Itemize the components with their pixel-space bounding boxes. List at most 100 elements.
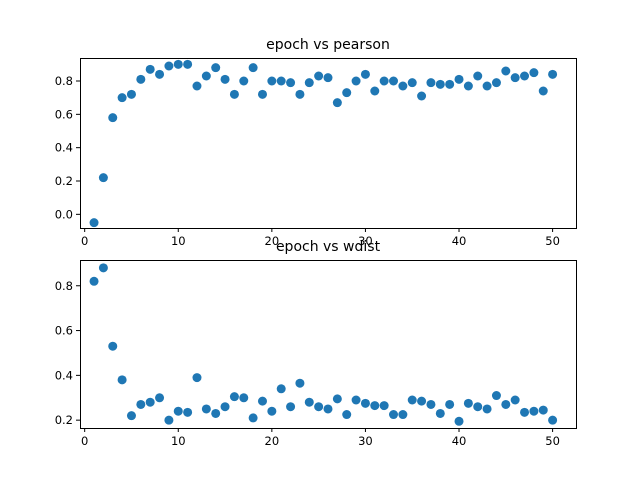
data-point — [342, 88, 352, 98]
data-point — [98, 263, 108, 273]
data-point — [267, 76, 277, 86]
data-points — [89, 59, 558, 228]
data-point — [520, 71, 530, 81]
data-point — [117, 93, 127, 103]
data-point — [407, 78, 417, 88]
data-point — [155, 69, 165, 79]
data-point — [108, 113, 118, 123]
data-point — [239, 393, 249, 403]
data-point — [239, 76, 249, 86]
y-tick-label: 0.4 — [55, 141, 73, 155]
data-point — [117, 375, 127, 385]
x-tick-label: 40 — [452, 234, 467, 248]
data-point — [482, 81, 492, 91]
data-point — [360, 398, 370, 408]
data-point — [473, 71, 483, 81]
data-point — [370, 86, 380, 96]
plot-title: epoch vs wdist — [276, 239, 381, 255]
data-point — [89, 276, 99, 286]
x-tick-label: 40 — [452, 434, 467, 448]
data-point — [370, 401, 380, 411]
data-point — [351, 76, 361, 86]
data-points — [89, 263, 558, 426]
data-point — [379, 76, 389, 86]
data-point — [332, 98, 342, 108]
data-point — [201, 404, 211, 414]
data-point — [229, 392, 239, 402]
data-point — [529, 406, 539, 416]
data-point — [304, 78, 314, 88]
data-point — [295, 89, 305, 99]
data-point — [491, 78, 501, 88]
data-point — [286, 78, 296, 88]
data-point — [389, 410, 399, 420]
y-tick-label: 0.6 — [55, 107, 73, 121]
data-point — [463, 398, 473, 408]
data-point — [389, 76, 399, 86]
y-tick-label: 0.2 — [55, 413, 73, 427]
data-point — [510, 395, 520, 405]
data-point — [126, 411, 136, 421]
data-point — [407, 395, 417, 405]
data-point — [538, 86, 548, 96]
data-point — [192, 81, 202, 91]
data-point — [211, 63, 221, 73]
data-point — [108, 341, 118, 351]
data-point — [164, 415, 174, 425]
data-point — [473, 402, 483, 412]
data-point — [248, 63, 258, 73]
axes-frame — [80, 260, 577, 429]
data-point — [276, 384, 286, 394]
data-point — [220, 402, 230, 412]
data-point — [398, 410, 408, 420]
data-point — [501, 399, 511, 409]
data-point — [379, 401, 389, 411]
data-point — [454, 416, 464, 426]
data-point — [360, 69, 370, 79]
data-point — [482, 404, 492, 414]
data-point — [435, 79, 445, 89]
data-point — [501, 66, 511, 76]
data-point — [510, 73, 520, 83]
x-tick-label: 0 — [81, 234, 88, 248]
data-point — [173, 406, 183, 416]
data-point — [192, 373, 202, 383]
data-point — [426, 399, 436, 409]
data-point — [257, 89, 267, 99]
plot-epoch-vs-wdist: 0 10 20 30 40 50 0.2 0.4 0.6 0.8 — [55, 260, 577, 448]
data-point — [126, 89, 136, 99]
axes-frame — [80, 58, 577, 229]
data-point — [323, 404, 333, 414]
data-point — [89, 218, 99, 228]
data-point — [276, 76, 286, 86]
plot-title: epoch vs pearson — [266, 37, 390, 53]
data-point — [548, 415, 558, 425]
data-point — [342, 410, 352, 420]
data-point — [304, 397, 314, 407]
data-point — [445, 399, 455, 409]
y-tick-label: 0.8 — [55, 74, 73, 88]
data-point — [323, 73, 333, 83]
data-point — [520, 407, 530, 417]
x-tick-label: 10 — [171, 234, 186, 248]
x-tick-label: 20 — [265, 434, 280, 448]
data-point — [248, 413, 258, 423]
data-point — [314, 71, 324, 81]
data-point — [145, 64, 155, 74]
data-point — [398, 81, 408, 91]
data-point — [435, 408, 445, 418]
data-point — [445, 79, 455, 89]
data-point — [267, 406, 277, 416]
data-point — [314, 402, 324, 412]
y-tick-label: 0.0 — [55, 207, 73, 221]
data-point — [183, 407, 193, 417]
data-point — [426, 78, 436, 88]
x-tick-label: 0 — [81, 434, 88, 448]
data-point — [155, 393, 165, 403]
data-point — [145, 397, 155, 407]
data-point — [136, 74, 146, 84]
data-point — [164, 61, 174, 71]
data-point — [454, 74, 464, 84]
data-point — [538, 405, 548, 415]
